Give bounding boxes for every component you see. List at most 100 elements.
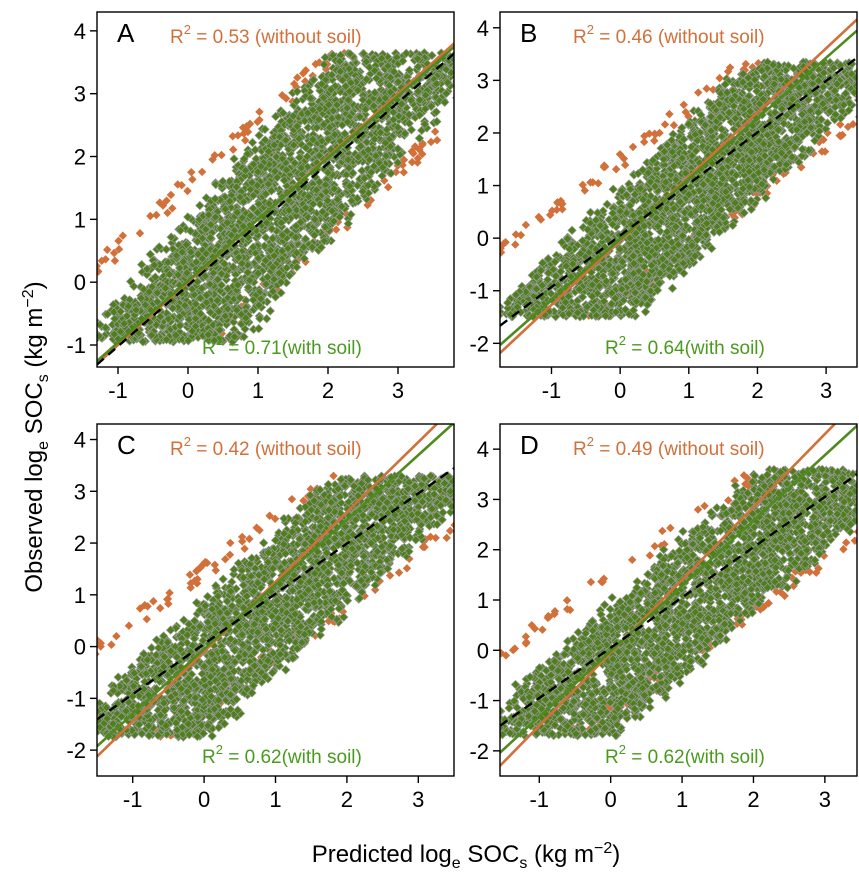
point-with-soil: [836, 113, 846, 123]
point-without-soil: [547, 206, 557, 215]
point-without-soil: [255, 107, 264, 117]
point-with-soil: [431, 79, 442, 89]
one-to-one-line-A: [97, 52, 454, 366]
point-without-soil: [506, 73, 514, 81]
point-without-soil: [640, 131, 649, 141]
fit-line-with-soil-A: [97, 45, 454, 362]
point-with-soil: [102, 309, 113, 319]
point-with-soil: [271, 152, 282, 162]
point-without-soil: [64, 294, 72, 302]
point-with-soil: [171, 330, 181, 340]
point-with-soil: [257, 266, 268, 276]
point-with-soil: [343, 218, 353, 229]
point-without-soil: [418, 299, 426, 307]
point-without-soil: [166, 190, 176, 200]
point-without-soil: [56, 306, 64, 314]
point-with-soil: [473, 54, 481, 62]
point-with-soil: [211, 179, 221, 190]
point-without-soil: [725, 63, 735, 72]
point-without-soil: [413, 158, 422, 167]
point-with-soil: [279, 175, 290, 186]
point-without-soil: [418, 139, 427, 148]
point-with-soil: [87, 333, 95, 341]
point-without-soil: [468, 111, 476, 119]
point-with-soil: [334, 56, 345, 67]
point-without-soil: [655, 128, 664, 138]
point-with-soil: [404, 65, 415, 75]
point-without-soil: [588, 178, 598, 187]
point-with-soil: [478, 49, 486, 57]
point-with-soil: [291, 205, 302, 215]
point-with-soil: [296, 163, 306, 173]
point-with-soil: [263, 146, 274, 157]
point-with-soil: [220, 311, 230, 321]
point-with-soil: [308, 75, 319, 85]
point-without-soil: [650, 136, 659, 145]
point-with-soil: [636, 255, 646, 265]
point-without-soil: [523, 54, 531, 62]
point-with-soil: [215, 286, 226, 296]
point-with-soil: [285, 116, 295, 126]
point-with-soil: [320, 52, 330, 63]
point-with-soil: [253, 253, 264, 263]
point-with-soil: [203, 329, 213, 340]
point-with-soil: [171, 250, 182, 261]
point-with-soil: [315, 199, 325, 209]
point-without-soil: [490, 84, 498, 92]
point-with-soil: [462, 51, 470, 59]
point-with-soil: [197, 283, 207, 294]
point-with-soil: [115, 306, 126, 317]
point-with-soil: [276, 277, 286, 287]
point-without-soil: [482, 266, 490, 274]
point-with-soil: [414, 95, 425, 105]
point-with-soil: [277, 153, 288, 164]
point-with-soil: [245, 275, 255, 286]
point-with-soil: [267, 224, 277, 234]
point-with-soil: [475, 54, 483, 62]
point-with-soil: [122, 311, 132, 321]
point-with-soil: [357, 165, 367, 176]
point-with-soil: [269, 251, 279, 261]
point-with-soil: [333, 112, 344, 122]
point-with-soil: [393, 144, 403, 154]
point-with-soil: [260, 124, 270, 135]
point-with-soil: [277, 230, 288, 240]
point-with-soil: [587, 291, 597, 302]
point-with-soil: [240, 171, 250, 181]
point-without-soil: [391, 167, 401, 177]
point-with-soil: [248, 242, 258, 252]
point-with-soil: [344, 64, 354, 74]
point-with-soil: [346, 209, 356, 220]
point-without-soil: [594, 179, 603, 188]
point-with-soil: [357, 186, 368, 197]
point-with-soil: [272, 172, 282, 183]
point-with-soil: [342, 103, 352, 113]
point-with-soil: [463, 60, 471, 68]
x-tick-label-A: 1: [252, 378, 264, 403]
point-with-soil: [192, 236, 203, 247]
point-with-soil: [248, 295, 258, 305]
point-without-soil: [469, 96, 477, 104]
point-with-soil: [229, 332, 240, 342]
point-with-soil: [353, 85, 363, 95]
point-with-soil: [537, 258, 548, 268]
points-with-soil-B: [500, 57, 857, 322]
y-tick-label-A: -1: [66, 333, 86, 358]
point-with-soil: [745, 106, 755, 117]
point-with-soil: [420, 119, 430, 129]
point-without-soil: [545, 210, 555, 220]
point-with-soil: [201, 224, 211, 235]
point-with-soil: [181, 239, 192, 250]
point-without-soil: [748, 63, 757, 72]
point-with-soil: [118, 300, 128, 310]
point-with-soil: [138, 337, 148, 347]
point-with-soil: [335, 66, 345, 77]
point-with-soil: [469, 60, 477, 68]
point-with-soil: [201, 290, 212, 300]
point-without-soil: [556, 196, 566, 206]
point-with-soil: [268, 286, 278, 297]
point-with-soil: [802, 128, 812, 138]
point-with-soil: [224, 176, 235, 187]
point-with-soil: [248, 190, 259, 201]
